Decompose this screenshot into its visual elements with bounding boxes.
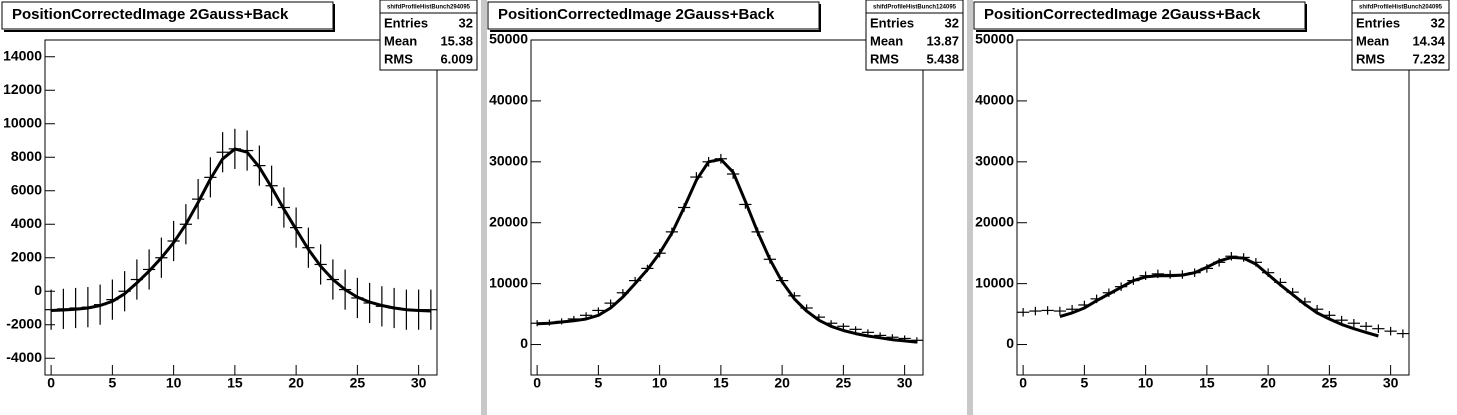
separator	[967, 0, 973, 415]
stats-label: Mean	[1356, 33, 1389, 48]
stats-name: shifdProfileHistBunch294095	[387, 5, 471, 11]
stats-box	[865, 0, 964, 71]
stats-value: 32	[1431, 15, 1445, 30]
stats-value: 32	[945, 15, 959, 30]
y-tick-label: 2000	[11, 248, 42, 264]
data-point	[1396, 329, 1409, 338]
x-tick-label: 10	[652, 375, 668, 391]
chart-title: PositionCorrectedImage 2Gauss+Back	[12, 6, 289, 23]
data-point	[861, 329, 874, 336]
data-point	[1372, 324, 1385, 333]
data-point	[1384, 326, 1397, 336]
x-tick-label: 15	[227, 375, 243, 391]
stats-value: 15.38	[440, 33, 473, 48]
y-tick-label: 6000	[11, 181, 42, 197]
y-tick-label: 30000	[975, 153, 1014, 169]
x-tick-label: 10	[1138, 375, 1154, 391]
stats-value: 5.438	[926, 51, 959, 66]
y-tick-label: 14000	[3, 47, 42, 63]
data-point	[1017, 308, 1030, 317]
stats-label: Entries	[870, 15, 914, 30]
y-tick-label: 0	[1006, 335, 1014, 351]
y-tick-label: 40000	[489, 92, 528, 108]
stats-box	[379, 0, 478, 71]
data-point	[192, 179, 205, 220]
x-tick-label: 20	[1260, 375, 1276, 391]
y-tick-label: 10000	[3, 114, 42, 130]
x-tick-label: 5	[594, 375, 602, 391]
y-tick-label: -2000	[6, 315, 42, 331]
data-point	[1347, 318, 1360, 328]
y-tick-label: 4000	[11, 215, 42, 231]
stats-value: 32	[459, 15, 473, 30]
y-tick-label: 10000	[489, 274, 528, 290]
x-tick-label: 25	[350, 375, 366, 391]
stats-value: 14.34	[1412, 33, 1445, 48]
x-tick-label: 20	[288, 375, 304, 391]
fit-curve	[1059, 255, 1379, 338]
title-box	[1, 1, 334, 30]
x-tick-label: 10	[166, 375, 182, 391]
y-tick-label: 0	[34, 282, 42, 298]
stats-label: Mean	[384, 33, 417, 48]
stats-label: Entries	[1356, 15, 1400, 30]
stats-name: shifdProfileHistBunch204095	[1359, 5, 1443, 11]
data-point	[1360, 322, 1373, 331]
y-tick-label: 30000	[489, 153, 528, 169]
x-tick-label: 25	[1322, 375, 1338, 391]
data-point	[592, 307, 605, 314]
fit-curve	[537, 157, 918, 344]
stats-label: RMS	[870, 51, 899, 66]
data-point	[849, 326, 862, 333]
stats-value: 6.009	[440, 51, 473, 66]
y-tick-label: 12000	[3, 81, 42, 97]
plot-frame	[1016, 39, 1410, 376]
stats-label: Mean	[870, 33, 903, 48]
y-tick-label: 0	[520, 335, 528, 351]
x-tick-label: 20	[774, 375, 790, 391]
data-point	[1029, 306, 1042, 316]
stats-value: 13.87	[926, 33, 959, 48]
y-tick-label: 20000	[975, 213, 1014, 229]
chart-title: PositionCorrectedImage 2Gauss+Back	[984, 6, 1261, 23]
fit-curve	[51, 147, 431, 313]
data-point	[1041, 306, 1054, 315]
y-tick-label: 8000	[11, 148, 42, 164]
stats-label: Entries	[384, 15, 428, 30]
stats-name: shifdProfileHistBunch124095	[873, 5, 957, 11]
x-tick-label: 0	[533, 375, 541, 391]
y-tick-label: 50000	[975, 31, 1014, 47]
chart-title: PositionCorrectedImage 2Gauss+Back	[498, 6, 775, 23]
x-tick-label: 30	[411, 375, 427, 391]
separator	[481, 0, 487, 415]
stats-label: RMS	[1356, 51, 1385, 66]
data-point	[1053, 306, 1066, 316]
data-point	[837, 323, 850, 330]
x-tick-label: 15	[713, 375, 729, 391]
x-tick-label: 15	[1199, 375, 1215, 391]
stats-box	[1351, 0, 1450, 71]
x-tick-label: 0	[1019, 375, 1027, 391]
x-tick-label: 0	[47, 375, 55, 391]
x-tick-label: 5	[108, 375, 116, 391]
x-tick-label: 30	[897, 375, 913, 391]
x-tick-label: 30	[1383, 375, 1399, 391]
y-tick-label: 10000	[975, 274, 1014, 290]
y-tick-label: -4000	[6, 349, 42, 365]
y-tick-label: 20000	[489, 213, 528, 229]
plot-frame	[44, 39, 438, 376]
stats-label: RMS	[384, 51, 413, 66]
plot-frame	[530, 39, 924, 376]
x-tick-label: 5	[1080, 375, 1088, 391]
y-tick-label: 40000	[975, 92, 1014, 108]
y-tick-label: 50000	[489, 31, 528, 47]
data-point	[216, 132, 229, 173]
stats-value: 7.232	[1412, 51, 1445, 66]
x-tick-label: 25	[836, 375, 852, 391]
data-point	[580, 312, 593, 319]
